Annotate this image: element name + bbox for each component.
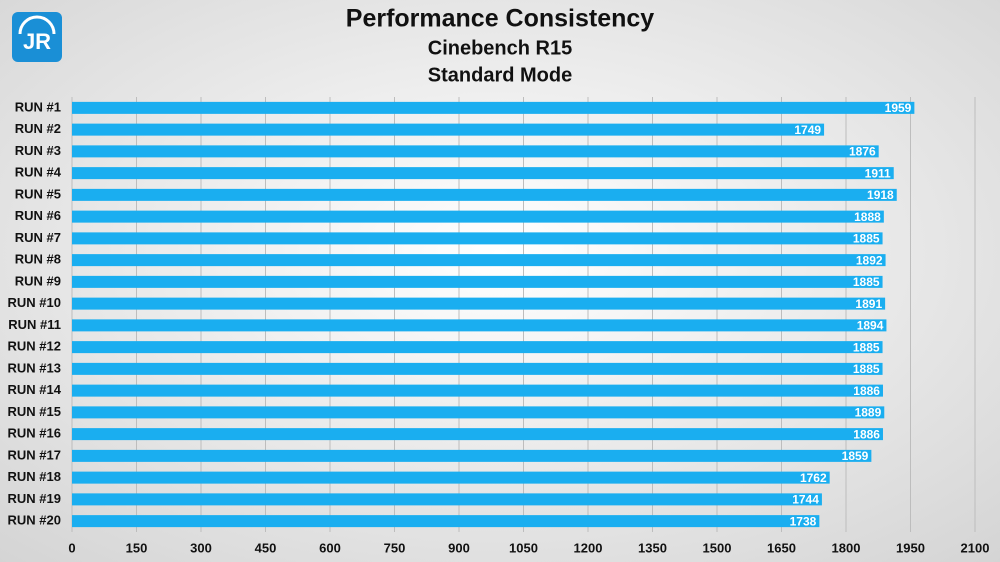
bar bbox=[72, 319, 887, 332]
y-tick-label: RUN #4 bbox=[15, 165, 62, 180]
y-tick-label: RUN #12 bbox=[8, 339, 61, 354]
y-tick-label: RUN #19 bbox=[8, 491, 61, 506]
logo-arc bbox=[18, 15, 56, 35]
chart-subtitle: Standard Mode bbox=[428, 64, 572, 86]
x-tick-label: 2100 bbox=[961, 540, 990, 555]
x-tick-label: 1950 bbox=[896, 540, 925, 555]
value-label: 1885 bbox=[853, 232, 880, 246]
chart-subtitle: Cinebench R15 bbox=[428, 37, 572, 59]
x-tick-label: 600 bbox=[319, 540, 341, 555]
bar bbox=[72, 254, 886, 267]
y-tick-label: RUN #8 bbox=[15, 252, 61, 267]
value-label: 1885 bbox=[853, 275, 880, 289]
chart-title: Performance Consistency bbox=[346, 5, 655, 33]
value-label: 1859 bbox=[842, 449, 869, 463]
bar bbox=[72, 210, 884, 223]
x-tick-label: 1050 bbox=[509, 540, 538, 555]
y-tick-label: RUN #5 bbox=[15, 186, 61, 201]
y-tick-label: RUN #17 bbox=[8, 447, 61, 462]
bar bbox=[72, 232, 883, 245]
value-label: 1918 bbox=[867, 188, 894, 202]
bar bbox=[72, 188, 897, 201]
x-tick-label: 300 bbox=[190, 540, 212, 555]
y-tick-label: RUN #3 bbox=[15, 143, 61, 158]
bar bbox=[72, 275, 883, 288]
bar bbox=[72, 449, 872, 462]
x-tick-label: 150 bbox=[126, 540, 148, 555]
y-tick-label: RUN #7 bbox=[15, 230, 61, 245]
value-label: 1888 bbox=[854, 210, 881, 224]
x-tick-label: 900 bbox=[448, 540, 470, 555]
x-tick-label: 750 bbox=[384, 540, 406, 555]
x-tick-label: 1200 bbox=[574, 540, 603, 555]
x-tick-label: 0 bbox=[68, 540, 75, 555]
bar bbox=[72, 101, 915, 114]
x-tick-label: 1500 bbox=[703, 540, 732, 555]
y-tick-label: RUN #18 bbox=[8, 469, 61, 484]
value-label: 1894 bbox=[857, 319, 884, 333]
value-label: 1959 bbox=[885, 101, 912, 115]
bar bbox=[72, 493, 822, 506]
value-label: 1885 bbox=[853, 362, 880, 376]
y-tick-label: RUN #10 bbox=[8, 295, 61, 310]
bar bbox=[72, 123, 825, 136]
bar bbox=[72, 515, 820, 528]
y-tick-label: RUN #13 bbox=[8, 360, 61, 375]
y-tick-label: RUN #20 bbox=[8, 513, 61, 528]
y-tick-label: RUN #11 bbox=[8, 317, 61, 332]
y-tick-label: RUN #14 bbox=[8, 382, 62, 397]
value-label: 1886 bbox=[853, 427, 880, 441]
value-label: 1738 bbox=[790, 514, 817, 528]
x-tick-label: 1350 bbox=[638, 540, 667, 555]
value-label: 1891 bbox=[855, 297, 882, 311]
x-tick-label: 1650 bbox=[767, 540, 796, 555]
logo-text: JR bbox=[23, 29, 51, 54]
y-tick-label: RUN #9 bbox=[15, 273, 61, 288]
value-label: 1892 bbox=[856, 253, 883, 267]
bar bbox=[72, 471, 830, 484]
x-tick-label: 1800 bbox=[832, 540, 861, 555]
y-tick-label: RUN #15 bbox=[8, 404, 61, 419]
value-label: 1889 bbox=[855, 406, 882, 420]
value-label: 1885 bbox=[853, 340, 880, 354]
bar bbox=[72, 167, 894, 180]
value-label: 1876 bbox=[849, 145, 876, 159]
value-label: 1911 bbox=[865, 166, 891, 180]
bar bbox=[72, 362, 883, 375]
bar bbox=[72, 384, 883, 397]
bar bbox=[72, 145, 879, 158]
bar bbox=[72, 341, 883, 354]
y-tick-label: RUN #1 bbox=[15, 99, 61, 114]
value-label: 1886 bbox=[853, 384, 880, 398]
value-label: 1762 bbox=[800, 471, 827, 485]
value-label: 1749 bbox=[794, 123, 821, 137]
y-tick-label: RUN #2 bbox=[15, 121, 61, 136]
value-label: 1744 bbox=[792, 493, 819, 507]
bar bbox=[72, 297, 886, 310]
bar bbox=[72, 406, 885, 419]
y-tick-label: RUN #6 bbox=[15, 208, 61, 223]
bar bbox=[72, 428, 883, 441]
y-tick-label: RUN #16 bbox=[8, 426, 61, 441]
x-tick-label: 450 bbox=[255, 540, 277, 555]
